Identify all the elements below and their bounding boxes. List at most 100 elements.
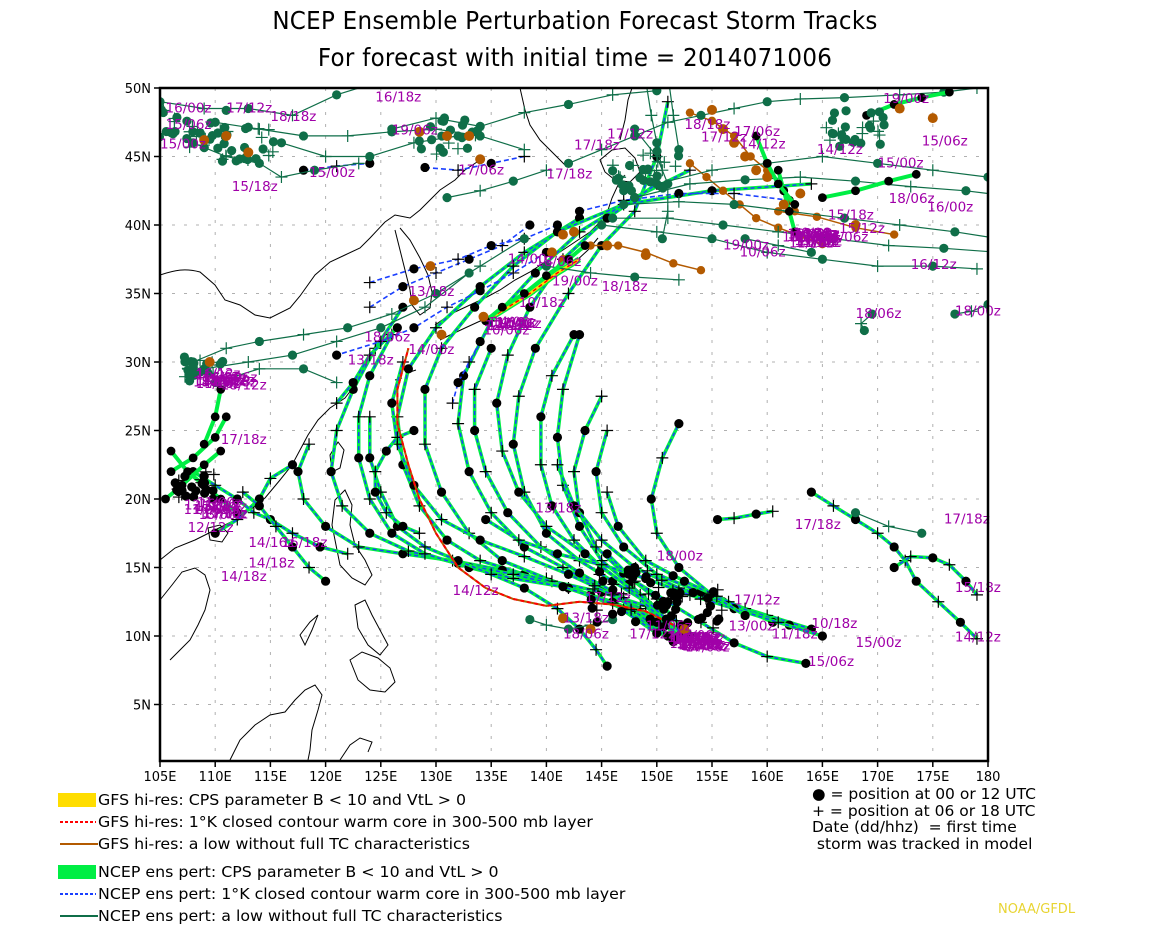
- date-label: 17/12z: [607, 127, 653, 143]
- svg-text:15/18z: 15/18z: [193, 376, 237, 391]
- svg-text:14/06z: 14/06z: [213, 371, 257, 386]
- blue-dashed-line-icon: [60, 893, 96, 895]
- svg-text:11/18z: 11/18z: [202, 506, 246, 521]
- brown-line-icon: [60, 843, 98, 845]
- lat-tick-label: 45N: [125, 151, 151, 166]
- date-label: 17/12z: [734, 592, 780, 608]
- date-label: 19/00z: [552, 273, 598, 289]
- dark-green-line-icon: [60, 915, 98, 917]
- coast-hainan: [207, 524, 229, 543]
- date-label: 16/18z: [375, 90, 421, 106]
- date-label: 16/12z: [911, 257, 957, 273]
- legend-date-note-1: Date (dd/hhz) = first time: [812, 818, 1017, 836]
- date-label: 19/00z: [723, 238, 769, 254]
- svg-text:14/06z: 14/06z: [492, 315, 536, 330]
- date-label: 10/06z: [483, 323, 529, 339]
- coast-luzon: [331, 489, 373, 586]
- coast-china-korea: [160, 159, 481, 319]
- lon-tick-label: 170E: [861, 770, 894, 785]
- date-label: 17/18z: [221, 432, 267, 448]
- legend-date-note-2: storm was tracked in model: [812, 834, 1033, 853]
- lat-tick-label: 20N: [125, 493, 151, 508]
- lon-tick-label: 150E: [640, 770, 673, 785]
- date-label: 17/18z: [546, 166, 592, 182]
- coast-south-china: [160, 384, 356, 561]
- date-label: 15/06z: [922, 134, 968, 150]
- svg-text:17/00z: 17/00z: [680, 639, 724, 654]
- date-label: 17/12z: [701, 129, 747, 145]
- date-label: 10/18z: [811, 616, 857, 632]
- lat-tick-label: 25N: [125, 425, 151, 440]
- lat-tick-label: 50N: [125, 82, 151, 97]
- date-label: 17/06z: [458, 162, 504, 178]
- svg-text:16/18z: 16/18z: [794, 227, 838, 242]
- date-label: 17/12z: [585, 590, 631, 606]
- svg-text:10/06z: 10/06z: [793, 227, 837, 242]
- svg-text:16/12z: 16/12z: [196, 367, 240, 382]
- svg-text:12/00z: 12/00z: [495, 317, 539, 332]
- svg-text:15/12z: 15/12z: [787, 230, 831, 245]
- svg-text:17/06z: 17/06z: [794, 229, 838, 244]
- lat-tick-label: 30N: [125, 356, 151, 371]
- date-label: 16/06z: [822, 229, 868, 245]
- date-label: 15/00z: [309, 165, 355, 181]
- svg-text:18/00z: 18/00z: [676, 637, 720, 652]
- lon-tick-label: 120E: [309, 770, 342, 785]
- axis-ticks: 105E 110E 115E 120E 125E 130E 135E 140E 145E 150E…: [125, 82, 1001, 785]
- svg-text:15/00z: 15/00z: [794, 234, 838, 249]
- svg-text:14/12z: 14/12z: [672, 633, 716, 648]
- svg-text:12/12z: 12/12z: [797, 231, 841, 246]
- svg-text:11/00z: 11/00z: [792, 230, 836, 245]
- svg-text:13/06z: 13/06z: [677, 631, 721, 646]
- svg-text:17/12z: 17/12z: [678, 638, 722, 653]
- svg-text:10/18z: 10/18z: [667, 631, 711, 646]
- svg-text:13/12z: 13/12z: [195, 500, 239, 515]
- svg-text:13/06z: 13/06z: [199, 508, 243, 523]
- svg-text:17/00z: 17/00z: [193, 503, 237, 518]
- svg-text:11/18z: 11/18z: [196, 377, 240, 392]
- date-label: 18/18z: [602, 279, 648, 295]
- date-label: 13/00z: [729, 619, 775, 635]
- date-label: 15/06z: [166, 117, 212, 133]
- date-label: 18/18z: [684, 117, 730, 133]
- date-label: 10/06z: [740, 245, 786, 261]
- date-label: 17/18z: [795, 517, 841, 533]
- svg-text:11/06z: 11/06z: [195, 368, 239, 383]
- lon-tick-label: 160E: [751, 770, 784, 785]
- date-label: 17/12z: [226, 101, 272, 117]
- date-label: 18/06z: [535, 254, 581, 270]
- date-label: 14/12z: [740, 136, 786, 152]
- coast-mindanao: [349, 651, 396, 693]
- lon-tick-label: 165E: [806, 770, 839, 785]
- svg-text:11/06z: 11/06z: [797, 236, 841, 251]
- svg-text:16/00z: 16/00z: [204, 371, 248, 386]
- date-label: 15/00z: [878, 155, 924, 171]
- lon-tick-label: 130E: [419, 770, 452, 785]
- lon-tick-label: 105E: [143, 770, 176, 785]
- svg-text:13/00z: 13/00z: [196, 374, 240, 389]
- svg-text:11/18z: 11/18z: [789, 237, 833, 252]
- date-label: 16/00z: [166, 101, 212, 117]
- svg-text:11/00z: 11/00z: [197, 496, 241, 511]
- date-label: 12/12z: [188, 520, 234, 536]
- date-label: 18/00z: [657, 549, 703, 565]
- chart-subtitle: For forecast with initial time = 2014071…: [317, 43, 833, 72]
- legend-dot-note: ● = position at 00 or 12 UTC: [812, 785, 1037, 803]
- lon-tick-label: 155E: [695, 770, 728, 785]
- lon-tick-label: 140E: [530, 770, 563, 785]
- coast-sulawesi: [339, 737, 373, 761]
- svg-text:18/18z: 18/18z: [203, 500, 247, 515]
- date-label: 15/18z: [955, 580, 1001, 596]
- svg-text:18/06z: 18/06z: [193, 375, 237, 390]
- coast-vietnam: [160, 567, 211, 661]
- svg-text:18/12z: 18/12z: [782, 230, 826, 245]
- svg-text:11/06z: 11/06z: [789, 230, 833, 245]
- lon-tick-label: 175E: [916, 770, 949, 785]
- date-label: 14/12z: [453, 583, 499, 599]
- date-labels: 17/18z 15/18z 14/12z 15/00z 15/06z 11/18z 10/1…: [160, 90, 1001, 670]
- lon-tick-label: 145E: [585, 770, 618, 785]
- green-box-swatch-icon: [58, 865, 96, 879]
- date-label: 18/06z: [889, 191, 935, 207]
- date-label: 13/18z: [563, 610, 609, 626]
